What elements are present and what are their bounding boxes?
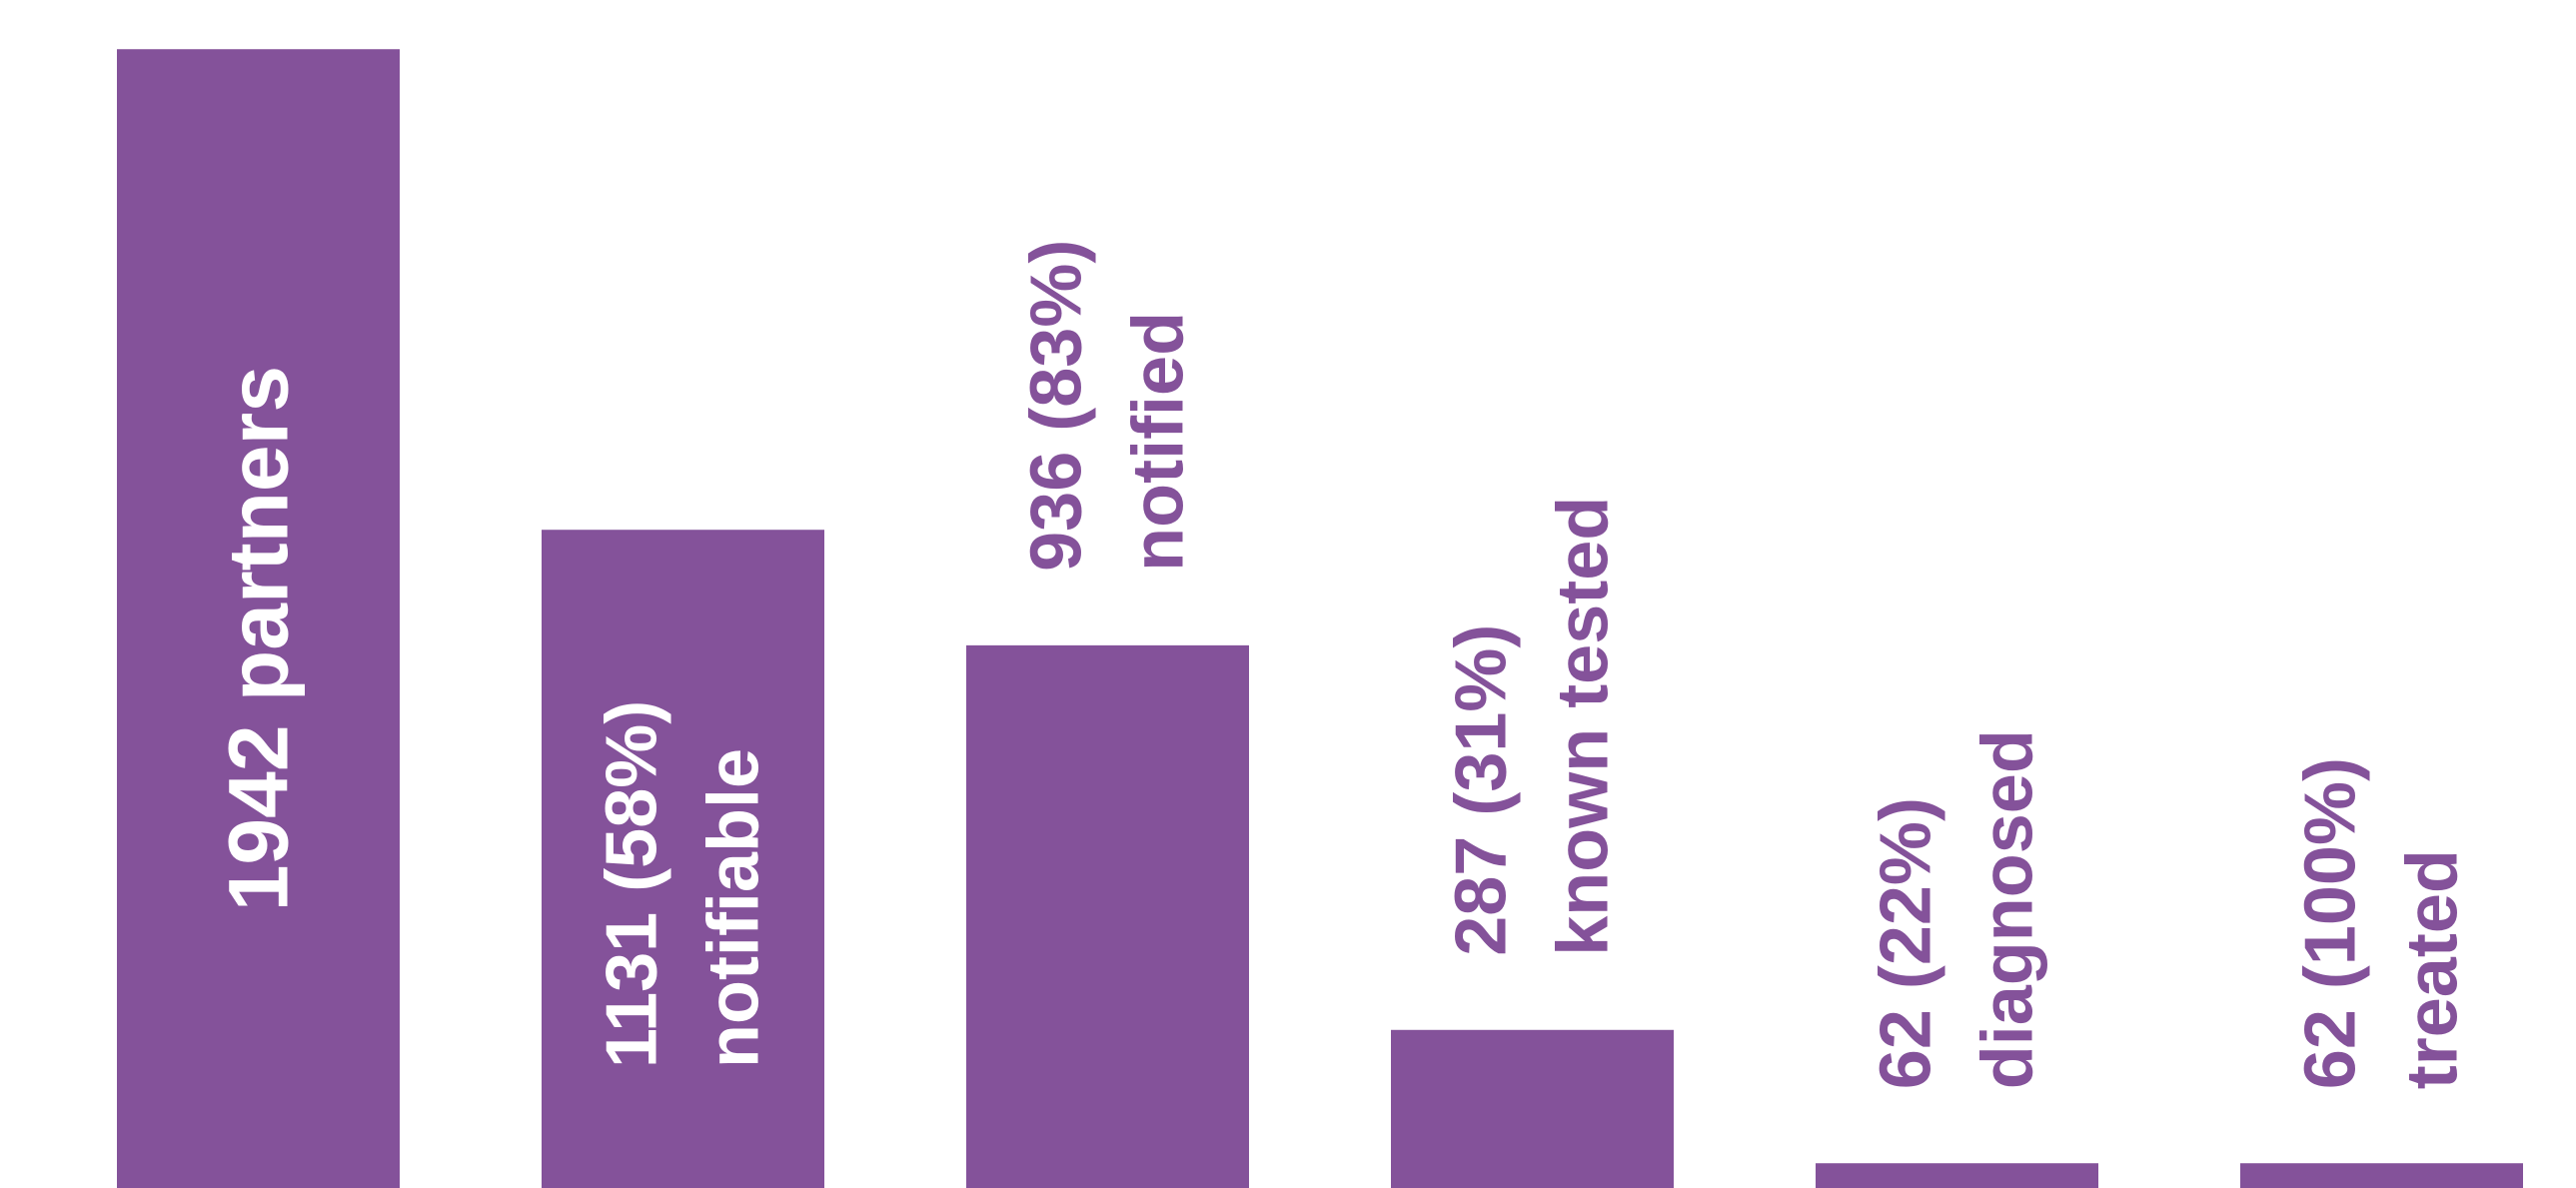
- value-label: 1942: [212, 724, 306, 911]
- bar: [542, 530, 824, 1188]
- value-label: 1131 (58%): [593, 700, 672, 1068]
- value-label: 62 (22%): [1867, 797, 1946, 1089]
- category-label: treated: [2393, 849, 2473, 1089]
- category-label: diagnosed: [1968, 729, 2048, 1089]
- bar: [1816, 1163, 2098, 1188]
- bar: [1391, 1029, 1674, 1188]
- category-label: partners: [212, 366, 306, 701]
- category-label: known tested: [1544, 497, 1624, 956]
- value-label: 287 (31%): [1442, 624, 1522, 956]
- bar-label: 1942 partners: [212, 366, 306, 911]
- value-label: 62 (100%): [2291, 757, 2371, 1089]
- bar: [966, 644, 1249, 1188]
- bar: [2240, 1163, 2523, 1188]
- value-label: 936 (83%): [1017, 240, 1097, 572]
- category-label: notified: [1119, 312, 1199, 572]
- category-label: notifiable: [694, 748, 774, 1068]
- bar: [117, 49, 400, 1188]
